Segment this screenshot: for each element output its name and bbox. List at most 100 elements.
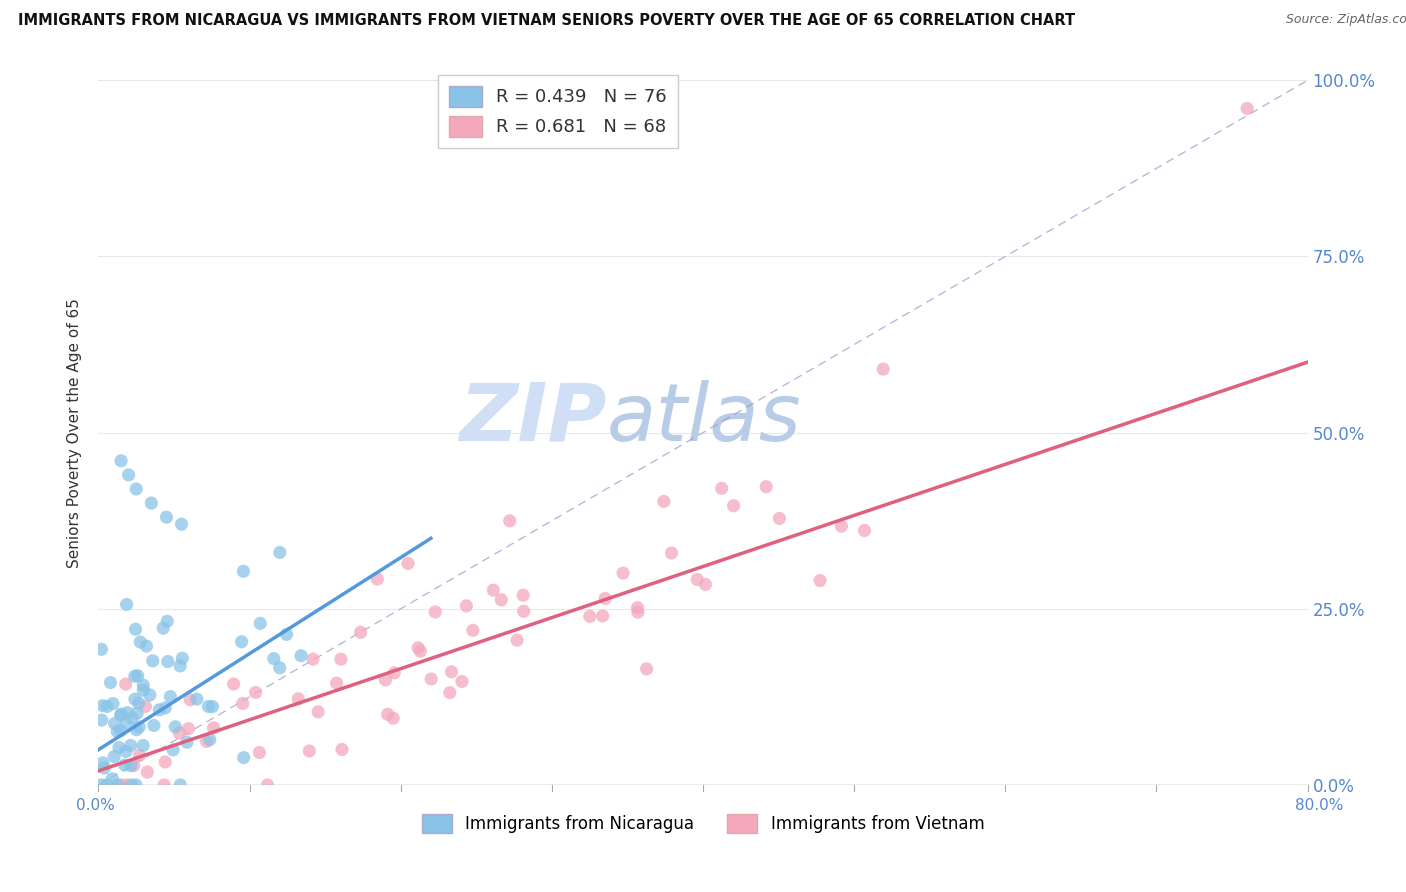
Point (125, 723, 148, 737)
Point (156, 655, 179, 669)
Point (170, 517, 193, 532)
Point (156, 614, 179, 628)
Point (122, 758, 145, 772)
Point (198, 732, 221, 747)
Point (105, 724, 128, 739)
Point (169, 778, 191, 792)
Point (179, 693, 201, 707)
Point (329, 652, 352, 666)
Point (91, 756, 114, 770)
Point (129, 635, 152, 649)
Point (127, 669, 149, 683)
Point (499, 514, 522, 528)
Point (1236, 102, 1258, 116)
Point (172, 651, 194, 665)
Point (232, 750, 254, 764)
Point (482, 583, 505, 598)
Point (136, 765, 159, 780)
Point (298, 744, 321, 758)
Point (176, 735, 198, 749)
Point (249, 746, 271, 760)
Point (120, 739, 142, 753)
Point (90, 778, 112, 792)
Point (120, 758, 142, 772)
Point (169, 726, 191, 740)
Point (263, 651, 285, 665)
Point (128, 720, 150, 734)
Point (121, 778, 143, 792)
Point (723, 499, 745, 513)
Point (115, 744, 138, 758)
Point (330, 742, 353, 756)
Point (830, 519, 852, 533)
Point (155, 510, 177, 524)
Point (155, 755, 177, 769)
Point (132, 739, 155, 753)
Point (125, 706, 148, 721)
Point (91, 698, 114, 713)
Point (124, 622, 146, 636)
Point (139, 688, 162, 702)
Text: 0.0%: 0.0% (76, 798, 115, 814)
Point (108, 740, 131, 755)
Point (128, 748, 150, 763)
Point (132, 678, 155, 692)
Point (165, 720, 187, 734)
Point (128, 696, 150, 710)
Point (451, 674, 474, 689)
Point (420, 672, 443, 686)
Point (374, 673, 396, 687)
Point (768, 511, 790, 525)
Point (425, 605, 447, 619)
Point (512, 588, 534, 602)
Point (636, 662, 658, 676)
Point (612, 566, 634, 581)
Point (111, 778, 134, 792)
Point (872, 362, 894, 376)
Point (110, 708, 132, 723)
Point (276, 627, 298, 641)
Point (512, 604, 534, 618)
Point (592, 609, 614, 624)
Point (627, 605, 650, 619)
Point (652, 494, 675, 508)
Point (103, 749, 125, 764)
Point (256, 778, 278, 792)
Legend: Immigrants from Nicaragua, Immigrants from Vietnam: Immigrants from Nicaragua, Immigrants fr… (415, 807, 991, 840)
Point (506, 633, 529, 648)
Point (148, 703, 170, 717)
Point (366, 572, 388, 586)
Point (114, 758, 136, 772)
Point (124, 692, 146, 706)
Point (96, 778, 118, 792)
Point (141, 496, 163, 510)
Point (269, 661, 291, 675)
Point (350, 625, 373, 640)
Point (307, 705, 329, 719)
Point (710, 481, 733, 495)
Point (104, 716, 127, 731)
Point (125, 482, 148, 496)
Point (661, 546, 683, 560)
Point (201, 699, 224, 714)
Point (491, 592, 513, 607)
Point (101, 697, 124, 711)
Point (245, 685, 267, 699)
Point (159, 690, 181, 704)
Point (755, 480, 778, 494)
Point (153, 778, 176, 792)
Point (456, 599, 478, 613)
Point (132, 683, 155, 698)
Y-axis label: Seniors Poverty Over the Age of 65: Seniors Poverty Over the Age of 65 (67, 298, 83, 567)
Point (197, 699, 219, 714)
Point (409, 644, 432, 658)
Point (232, 564, 254, 578)
Point (124, 669, 146, 683)
Point (100, 675, 122, 690)
Point (142, 654, 165, 668)
Point (287, 691, 309, 706)
Point (195, 734, 218, 748)
Point (101, 772, 124, 786)
Point (325, 676, 347, 690)
Point (142, 718, 165, 732)
